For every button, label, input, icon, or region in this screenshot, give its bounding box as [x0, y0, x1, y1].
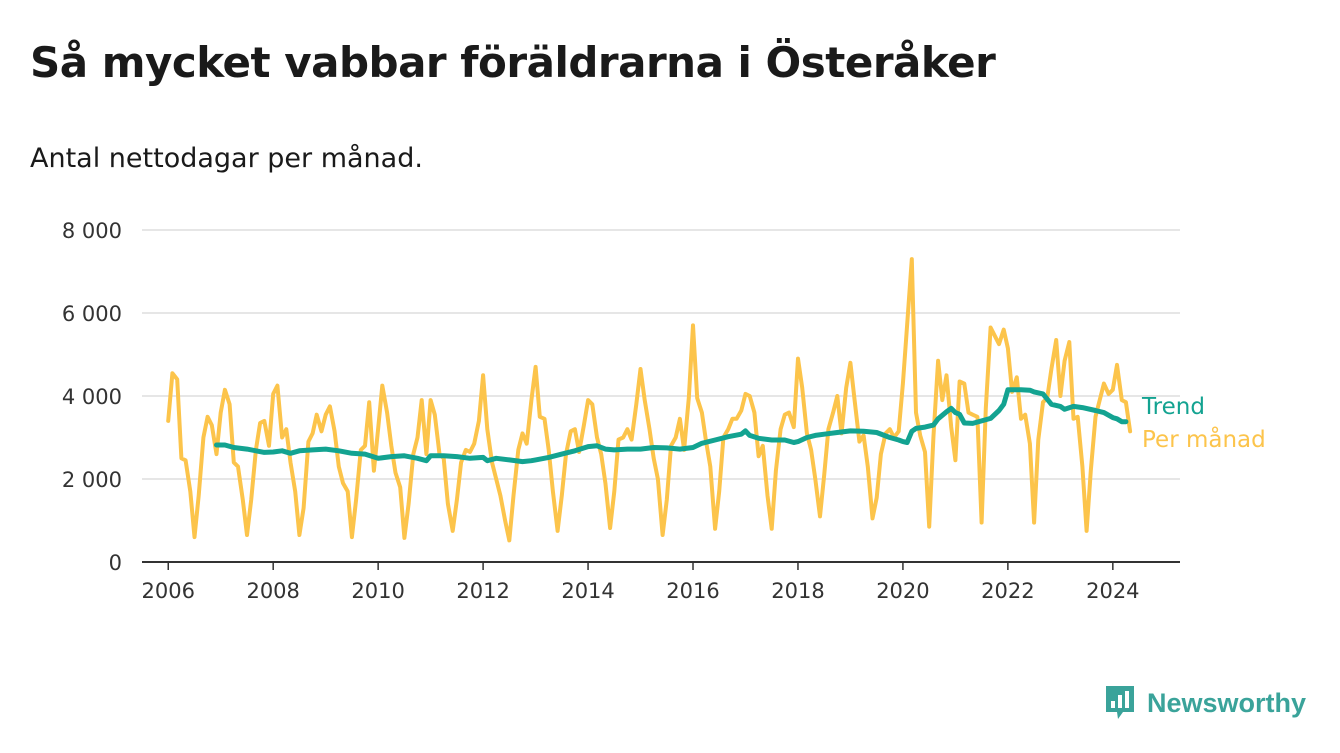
- x-tick-label: 2018: [771, 579, 824, 603]
- y-tick-label: 4 000: [62, 385, 122, 409]
- x-tick-label: 2012: [456, 579, 509, 603]
- series-label: Per månad: [1142, 425, 1266, 453]
- x-tick-label: 2022: [981, 579, 1034, 603]
- y-tick-label: 2 000: [62, 468, 122, 492]
- page-title: Så mycket vabbar föräldrarna i Österåker: [30, 38, 996, 87]
- gridlines: [142, 229, 1180, 480]
- y-tick-label: 8 000: [62, 219, 122, 243]
- series-line: [214, 387, 1129, 465]
- brand-name: Newsworthy: [1147, 687, 1307, 718]
- series-line: [166, 257, 1133, 543]
- series-lines: [166, 257, 1133, 543]
- x-tick-label: 2016: [666, 579, 719, 603]
- chart-bubble-icon: [1106, 686, 1134, 719]
- x-axis: 2006 2008 2010 2012 2014 2016 2018 2020 2022 2024: [142, 561, 1180, 603]
- y-tick-label: 0: [109, 551, 122, 575]
- x-tick-label: 2014: [561, 579, 614, 603]
- chart-subtitle: Antal nettodagar per månad.: [30, 143, 423, 174]
- x-tick-label: 2020: [876, 579, 929, 603]
- x-tick-label: 2008: [246, 579, 299, 603]
- series-label: Trend: [1141, 394, 1205, 420]
- x-tick-label: 2024: [1086, 579, 1139, 603]
- x-tick-label: 2006: [142, 579, 195, 603]
- series-labels: Trend Per månad: [1141, 394, 1266, 453]
- y-tick-label: 6 000: [62, 302, 122, 326]
- x-tick-label: 2010: [351, 579, 404, 603]
- y-axis: 0 2 000 4 000 6 000 8 000: [62, 219, 122, 575]
- brand-logo: Newsworthy: [1103, 683, 1306, 723]
